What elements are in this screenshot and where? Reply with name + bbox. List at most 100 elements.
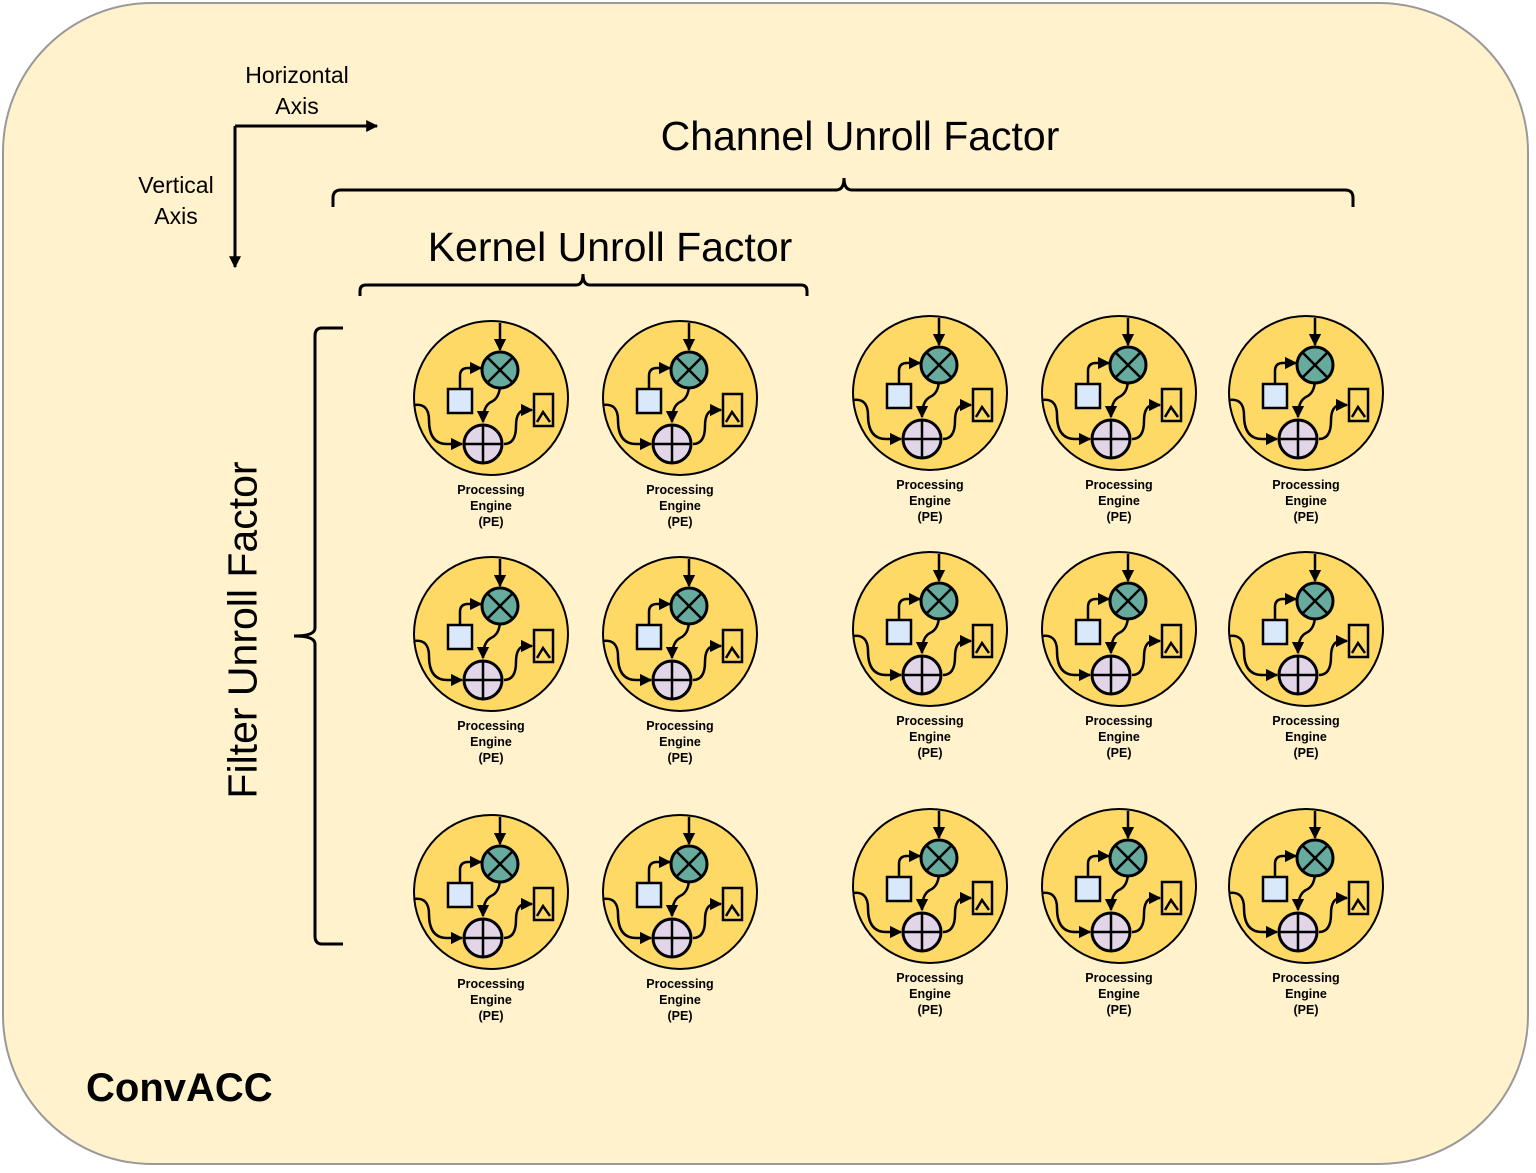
pe-label-line-2: Engine [659, 735, 701, 749]
pe-circle [1041, 551, 1197, 707]
register-square-icon [885, 382, 913, 410]
pe-label-line-3: (PE) [917, 746, 943, 760]
pe-mult-to-adder-arrow [1291, 871, 1317, 912]
pe-label-line-1: Processing [1272, 971, 1340, 985]
pe-label-line-2: Engine [1285, 987, 1327, 1001]
processing-engine [1228, 315, 1384, 471]
multiply-cross-line [675, 356, 703, 384]
pe-label-line-1: Processing [646, 483, 714, 497]
pe-adder-to-output-arrow [692, 897, 723, 940]
pe-register-arrow [647, 855, 672, 883]
pe-label: Processing Engine (PE) [605, 976, 755, 1024]
pe-mult-to-adder-arrow [915, 871, 941, 912]
pe-label-line-1: Processing [1272, 478, 1340, 492]
output-buffer-mark [1350, 404, 1367, 418]
pe-adder-to-output-arrow [942, 891, 973, 934]
pe-label: Processing Engine (PE) [1044, 477, 1194, 525]
pe-mult-to-adder-arrow [915, 614, 941, 655]
multiply-cross-line [486, 592, 514, 620]
pe-left-input-arrow [602, 639, 653, 687]
pe-array [413, 315, 1384, 970]
pe-adder-to-output-arrow [1131, 891, 1162, 934]
pe-left-input-arrow [1228, 634, 1279, 682]
pe-label: Processing Engine (PE) [1231, 970, 1381, 1018]
register-square-icon [635, 387, 663, 415]
register-square-icon [1261, 618, 1289, 646]
processing-engine [1041, 315, 1197, 471]
pe-label-line-3: (PE) [1293, 1003, 1319, 1017]
pe-label-line-2: Engine [1285, 494, 1327, 508]
pe-adder-to-output-arrow [1131, 634, 1162, 677]
pe-adder-to-output-arrow [503, 639, 534, 682]
pe-label-line-1: Processing [1085, 971, 1153, 985]
output-buffer-mark [535, 409, 552, 423]
pe-circle [852, 551, 1008, 707]
pe-mult-to-adder-arrow [476, 383, 502, 424]
register-square-icon [1074, 875, 1102, 903]
pe-circle [1228, 315, 1384, 471]
multiply-cross-line [1114, 351, 1142, 379]
multiply-cross-line [486, 356, 514, 384]
pe-label-line-1: Processing [646, 977, 714, 991]
pe-label-line-3: (PE) [478, 1009, 504, 1023]
processing-engine [1228, 551, 1384, 707]
pe-left-input-arrow [413, 897, 464, 945]
pe-left-input-arrow [602, 403, 653, 451]
register-square-icon [1261, 875, 1289, 903]
channel-unroll-brace [331, 177, 1355, 207]
pe-register-arrow [897, 592, 922, 620]
pe-register-arrow [458, 855, 483, 883]
pe-circle [602, 556, 758, 712]
output-buffer-mark [724, 645, 741, 659]
pe-label-line-1: Processing [1085, 478, 1153, 492]
multiply-cross-line [925, 587, 953, 615]
vertical-axis-label-line-1: Vertical [138, 172, 214, 198]
pe-label-line-1: Processing [457, 483, 525, 497]
register-square-icon [1074, 618, 1102, 646]
multiply-cross-line [1301, 844, 1329, 872]
pe-label-line-2: Engine [1285, 730, 1327, 744]
pe-label: Processing Engine (PE) [1231, 477, 1381, 525]
pe-label: Processing Engine (PE) [855, 970, 1005, 1018]
pe-label-line-3: (PE) [1293, 746, 1319, 760]
output-buffer-mark [974, 404, 991, 418]
multiply-cross-line [675, 850, 703, 878]
pe-circle [413, 556, 569, 712]
pe-label-line-1: Processing [896, 714, 964, 728]
pe-label: Processing Engine (PE) [416, 718, 566, 766]
pe-label-line-3: (PE) [478, 751, 504, 765]
pe-label-line-2: Engine [659, 993, 701, 1007]
vertical-axis-label: Vertical Axis [120, 170, 232, 232]
register-square-icon [446, 881, 474, 909]
processing-engine [1041, 551, 1197, 707]
processing-engine [1041, 808, 1197, 964]
pe-label: Processing Engine (PE) [855, 713, 1005, 761]
pe-label-line-3: (PE) [1106, 1003, 1132, 1017]
pe-label-line-3: (PE) [917, 510, 943, 524]
output-buffer-mark [1163, 897, 1180, 911]
pe-label-line-2: Engine [1098, 730, 1140, 744]
vertical-axis-label-line-2: Axis [154, 203, 198, 229]
pe-adder-to-output-arrow [503, 403, 534, 446]
pe-left-input-arrow [413, 639, 464, 687]
horizontal-axis-label: Horizontal Axis [230, 60, 364, 122]
pe-adder-to-output-arrow [942, 634, 973, 677]
processing-engine [852, 551, 1008, 707]
pe-circle [1041, 315, 1197, 471]
output-buffer-mark [974, 640, 991, 654]
processing-engine [413, 320, 569, 476]
horizontal-axis-label-line-1: Horizontal [245, 62, 349, 88]
pe-adder-to-output-arrow [1318, 634, 1349, 677]
pe-label-line-3: (PE) [1293, 510, 1319, 524]
pe-left-input-arrow [1041, 398, 1092, 446]
pe-register-arrow [1273, 356, 1298, 384]
pe-mult-to-adder-arrow [1104, 614, 1130, 655]
processing-engine [413, 814, 569, 970]
axis-arrows [229, 120, 379, 269]
pe-register-arrow [1273, 849, 1298, 877]
pe-label-line-2: Engine [470, 735, 512, 749]
pe-mult-to-adder-arrow [1104, 378, 1130, 419]
pe-adder-to-output-arrow [503, 897, 534, 940]
output-buffer-mark [1350, 897, 1367, 911]
